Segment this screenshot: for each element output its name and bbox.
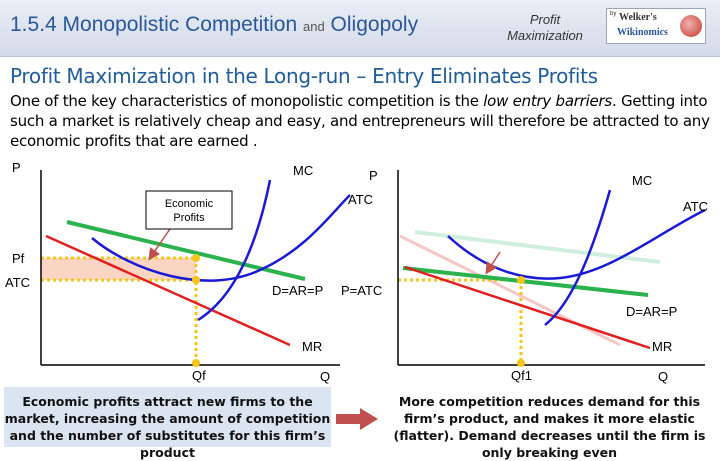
right-x-axis-label: Q: [658, 369, 668, 384]
profits-label-line1: Economic: [165, 198, 214, 210]
right-mc-curve: [544, 189, 612, 326]
slide-title: Profit Maximization in the Long-run – En…: [10, 64, 598, 88]
left-qf-label: Qf: [192, 368, 206, 383]
left-atc-label: ATC: [348, 192, 373, 207]
right-qf1-label: Qf1: [511, 368, 532, 383]
pf-label: Pf: [12, 251, 25, 266]
profits-pointer-arrow: [148, 225, 173, 261]
header-subtitle: Profit Maximization: [507, 12, 583, 43]
right-mr-label: MR: [652, 339, 672, 354]
intro-paragraph: One of the key characteristics of monopo…: [10, 91, 716, 151]
right-atc-label: ATC: [683, 199, 708, 214]
logo-line2: Wikinomics: [617, 27, 668, 38]
left-mc-curve: [197, 179, 272, 322]
left-demand-label: D=AR=P: [272, 283, 323, 298]
economic-profits-callout: [145, 190, 233, 230]
p-atc-label: P=ATC: [341, 283, 382, 298]
left-profit-point: [192, 254, 200, 262]
left-y-axis-label: P: [12, 160, 21, 175]
right-qf1-point: [517, 359, 525, 367]
intro-part1: One of the key characteristics of monopo…: [10, 92, 484, 110]
left-mr-label: MR: [302, 339, 322, 354]
logo-line1: Welker's: [619, 12, 657, 23]
intro-emphasis: low entry barriers: [483, 92, 612, 110]
profits-label-line2: Profits: [173, 212, 205, 224]
right-breakeven-point: [517, 276, 525, 284]
right-demand-curve: [402, 266, 649, 297]
right-mc-label: MC: [632, 173, 652, 188]
header-bar: 1.5.4 Monopolistic Competition and Oligo…: [0, 0, 720, 57]
logo-by: by: [610, 11, 617, 17]
right-mr-curve: [404, 265, 651, 350]
right-y-axis-label: P: [369, 168, 378, 183]
left-atc-curve: [91, 194, 351, 282]
title-and: and: [303, 19, 325, 34]
wikinomics-logo: by Welker's Wikinomics: [606, 8, 706, 44]
right-demand-label: D=AR=P: [626, 304, 677, 319]
title-main: 1.5.4 Monopolistic Competition: [10, 13, 298, 36]
logo-mark-icon: [680, 15, 702, 37]
old-demand-curve: [414, 230, 661, 264]
left-demand-curve: [66, 220, 306, 281]
left-qf-point: [192, 359, 200, 367]
right-arrow-icon: [336, 408, 378, 430]
title-oligopoly: Oligopoly: [330, 13, 419, 36]
right-atc-curve: [447, 208, 706, 280]
right-graph: P MC ATC P=ATC D=AR=P MR Qf1 Q: [341, 168, 708, 384]
left-graph: Economic Profits P MC ATC Pf ATC D=AR=P …: [5, 160, 373, 384]
intro-part2: . Getting into such a market is relative…: [10, 92, 710, 150]
header-title: 1.5.4 Monopolistic Competition and Oligo…: [10, 13, 418, 37]
diagram-canvas: Economic Profits P MC ATC Pf ATC D=AR=P …: [5, 160, 708, 384]
left-mr-curve: [45, 234, 291, 347]
left-x-axis-label: Q: [320, 369, 330, 384]
demand-shift-arrow: [485, 251, 501, 275]
right-caption: More competition reduces demand for this…: [383, 387, 716, 460]
left-atc-point: [192, 276, 200, 284]
atc-level-label: ATC: [5, 275, 30, 290]
left-mc-label: MC: [293, 163, 313, 178]
left-caption: Economic profits attract new firms to th…: [4, 387, 331, 460]
